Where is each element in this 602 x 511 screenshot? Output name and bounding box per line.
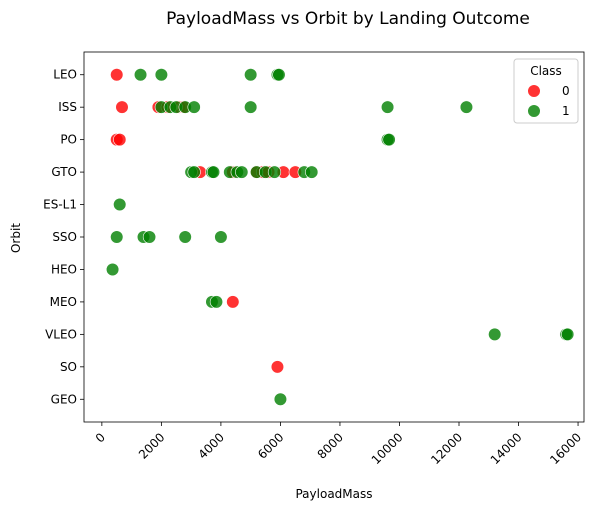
x-tick-label: 6000 — [255, 430, 286, 461]
y-tick-label: LEO — [53, 68, 77, 82]
y-tick-label: GEO — [51, 392, 77, 406]
y-tick-label: SSO — [52, 230, 77, 244]
data-point-class-1 — [272, 68, 286, 82]
data-point-class-0 — [115, 100, 129, 114]
data-point-class-1 — [206, 165, 221, 179]
y-tick-label: PO — [60, 133, 77, 147]
data-point-class-1 — [488, 327, 502, 341]
y-tick-label: SO — [60, 360, 77, 374]
legend-marker — [527, 104, 541, 118]
data-point-class-1 — [244, 100, 258, 114]
data-point-class-1 — [110, 230, 124, 244]
legend-entry-label: 1 — [562, 104, 570, 118]
data-point-class-0 — [110, 68, 124, 82]
data-point-class-0 — [226, 295, 240, 309]
data-point-class-1 — [142, 230, 157, 244]
data-point-class-1 — [105, 262, 120, 277]
data-point-class-1 — [382, 133, 396, 147]
x-tick-label: 8000 — [315, 430, 346, 461]
chart-title: PayloadMass vs Orbit by Landing Outcome — [166, 9, 530, 29]
x-tick-label: 12000 — [428, 430, 465, 467]
data-point-class-1 — [244, 68, 258, 82]
y-tick-label: HEO — [51, 262, 77, 276]
x-tick-label: 16000 — [547, 430, 584, 467]
x-tick-label: 10000 — [369, 430, 406, 467]
data-point-class-1 — [113, 197, 127, 212]
x-tick-label: 4000 — [196, 430, 227, 461]
data-point-class-1 — [273, 392, 288, 406]
data-point-class-1 — [235, 165, 249, 179]
x-tick-label: 2000 — [136, 430, 167, 461]
y-tick-label: VLEO — [45, 327, 77, 341]
legend-marker — [527, 84, 541, 98]
y-tick-label: ISS — [58, 100, 77, 114]
data-point-class-1 — [214, 230, 228, 244]
data-point-class-0 — [113, 133, 127, 147]
legend-title: Class — [530, 64, 562, 78]
data-point-class-1 — [154, 68, 168, 82]
x-tick-label: 0 — [93, 430, 108, 445]
data-point-class-1 — [267, 165, 282, 179]
data-point-class-1 — [178, 230, 192, 244]
y-axis-label: Orbit — [9, 223, 23, 253]
legend-entry-label: 0 — [562, 84, 570, 98]
data-point-class-1 — [133, 68, 148, 82]
y-tick-label: MEO — [50, 295, 77, 309]
plot-area: 0 2000 4000 6000 8000 10000 12000 14000 16000 LEO… — [43, 51, 585, 467]
data-point-class-0 — [270, 360, 285, 374]
data-point-class-1 — [209, 295, 224, 309]
data-point-class-1 — [305, 165, 319, 179]
data-point-class-1 — [561, 327, 575, 341]
data-point-class-1 — [459, 100, 474, 114]
data-point-class-1 — [187, 100, 201, 114]
y-tick-label: ES-L1 — [43, 198, 77, 212]
x-tick-label: 14000 — [488, 430, 525, 467]
y-tick-label: GTO — [51, 165, 77, 179]
data-point-class-1 — [187, 165, 201, 179]
data-point-class-1 — [380, 100, 395, 114]
x-axis-label: PayloadMass — [295, 487, 372, 501]
